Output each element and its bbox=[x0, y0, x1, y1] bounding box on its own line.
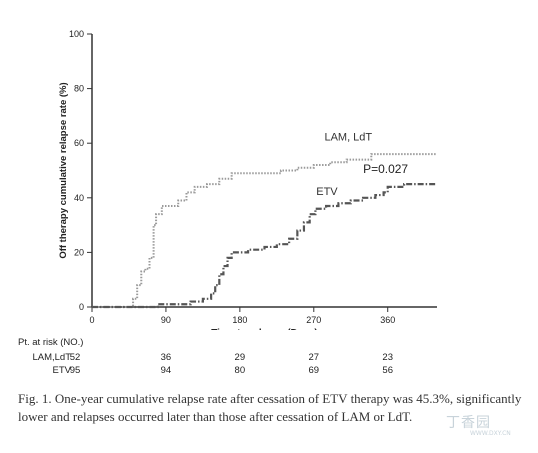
risk-cell: 29 bbox=[234, 352, 246, 363]
series-label-lam-ldt: LAM, LdT bbox=[324, 131, 372, 143]
risk-cell: 56 bbox=[382, 365, 393, 376]
risk-cell: 95 bbox=[69, 365, 81, 376]
watermark-logo: 丁香园 bbox=[446, 415, 491, 431]
y-tick-label: 40 bbox=[74, 193, 84, 203]
risk-row-label: ETV bbox=[52, 365, 71, 376]
risk-cell: 27 bbox=[308, 352, 320, 363]
relapse-chart: 0 20 40 60 80 100 0 90 180 270 360 Time to relapse … bbox=[58, 29, 437, 330]
chart-labels: 0 20 40 60 80 100 0 90 180 270 360 Time to relapse … bbox=[58, 29, 408, 330]
chart-series bbox=[92, 153, 437, 309]
y-axis-label: Off therapy cumulative relapse rate (%) bbox=[58, 82, 69, 258]
x-tick-label: 270 bbox=[306, 315, 321, 325]
p-value-annotation: P=0.027 bbox=[363, 162, 408, 176]
series-line-lam-ldt bbox=[92, 153, 437, 308]
watermark-url: WWW.DXY.CN bbox=[470, 430, 511, 437]
risk-cell: 69 bbox=[308, 365, 320, 376]
x-tick-label: 360 bbox=[380, 315, 395, 325]
risk-cell: 23 bbox=[382, 352, 393, 363]
risk-row-label: LAM,LdT bbox=[32, 352, 71, 363]
risk-table-title: Pt. at risk (NO.) bbox=[18, 337, 84, 348]
y-tick-label: 0 bbox=[79, 302, 84, 312]
risk-cell: 36 bbox=[160, 352, 172, 363]
y-tick-label: 60 bbox=[74, 138, 84, 148]
y-tick-label: 80 bbox=[74, 84, 84, 94]
y-tick-label: 20 bbox=[74, 247, 84, 257]
figure-caption: Fig. 1. One-year cumulative relapse rate… bbox=[18, 391, 522, 424]
risk-cell: 80 bbox=[234, 365, 246, 376]
risk-cell: 52 bbox=[69, 352, 81, 363]
series-line-etv bbox=[92, 183, 437, 309]
x-tick-label: 0 bbox=[89, 315, 94, 325]
series-label-etv: ETV bbox=[316, 186, 338, 198]
x-tick-label: 90 bbox=[161, 315, 171, 325]
x-tick-label: 180 bbox=[232, 315, 247, 325]
risk-cell: 94 bbox=[160, 365, 172, 376]
x-axis-label: Time to relapse (Days) bbox=[211, 328, 318, 330]
y-tick-label: 100 bbox=[69, 29, 84, 39]
